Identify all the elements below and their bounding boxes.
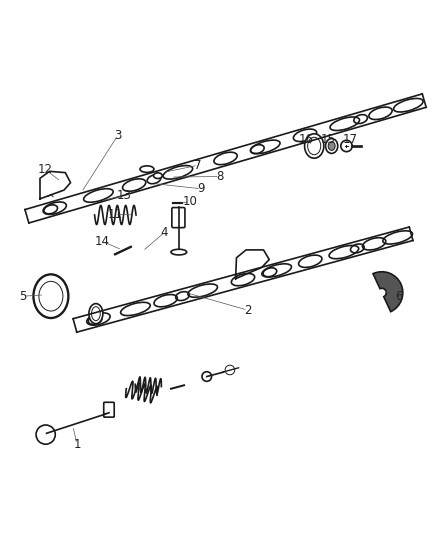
Text: 14: 14 [95,235,110,248]
Circle shape [36,425,55,444]
Ellipse shape [328,142,335,150]
Text: 3: 3 [114,129,121,142]
Ellipse shape [89,304,103,324]
Ellipse shape [171,249,187,255]
FancyBboxPatch shape [104,402,114,417]
Ellipse shape [304,134,324,158]
Text: 6: 6 [395,290,403,303]
Ellipse shape [325,139,338,154]
Circle shape [341,140,352,152]
Ellipse shape [92,306,100,321]
Text: 12: 12 [38,163,53,176]
Text: 15: 15 [321,133,336,147]
Ellipse shape [153,173,162,179]
Text: 9: 9 [198,182,205,195]
Text: 4: 4 [161,226,168,239]
Text: 2: 2 [244,304,251,317]
Circle shape [202,372,212,381]
Text: 16: 16 [299,133,314,147]
Text: 5: 5 [19,290,26,303]
Text: 7: 7 [194,159,202,172]
Text: 13: 13 [117,189,131,202]
Text: 1: 1 [73,438,81,451]
Ellipse shape [307,138,321,155]
Ellipse shape [33,274,68,318]
Text: 8: 8 [216,170,223,183]
Ellipse shape [140,166,154,172]
Text: 11: 11 [108,208,123,221]
Circle shape [225,365,235,375]
Text: 17: 17 [343,133,357,147]
Ellipse shape [39,281,63,311]
Text: 10: 10 [182,196,197,208]
Wedge shape [373,272,403,312]
FancyBboxPatch shape [172,207,185,228]
